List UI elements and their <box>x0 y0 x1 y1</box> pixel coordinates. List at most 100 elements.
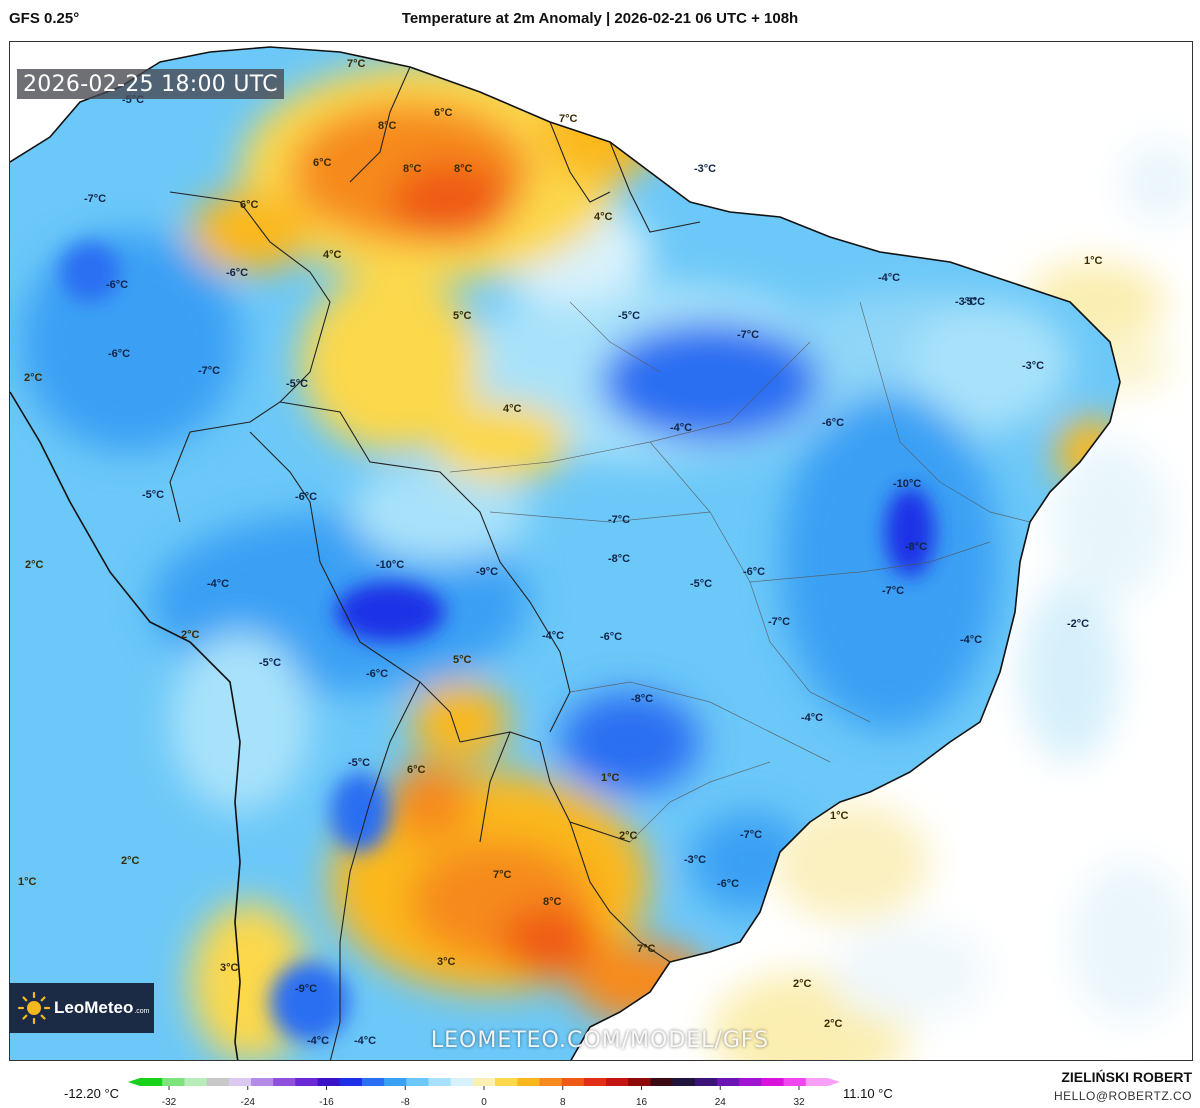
temperature-label: 1°C <box>601 772 620 784</box>
temperature-label: -4°C <box>542 630 564 642</box>
temperature-label: -7°C <box>608 514 630 526</box>
temperature-label: -4°C <box>878 272 900 284</box>
colorbar-segment <box>162 1078 185 1086</box>
colorbar-segment <box>384 1078 407 1086</box>
temperature-label: 5°C <box>453 310 472 322</box>
temperature-label: 8°C <box>403 163 422 175</box>
map-title: Temperature at 2m Anomaly | 2026-02-21 0… <box>401 10 799 27</box>
temperature-label: -3°C <box>955 296 977 308</box>
temperature-label: -6°C <box>108 348 130 360</box>
colorbar-segment <box>694 1078 718 1086</box>
colorbar-segment <box>472 1078 496 1086</box>
temperature-label: -9°C <box>295 983 317 995</box>
colorbar-segment <box>250 1078 274 1086</box>
temperature-label: -3°C <box>1022 360 1044 372</box>
temperature-label: 4°C <box>323 249 342 261</box>
colorbar-segment <box>495 1078 518 1086</box>
colorbar-tick-label: 16 <box>636 1097 648 1108</box>
temperature-label: 6°C <box>313 157 332 169</box>
temperature-label: 7°C <box>559 113 578 125</box>
temperature-label: 7°C <box>347 58 366 70</box>
colorbar-segment <box>517 1078 540 1086</box>
temperature-label: 3°C <box>220 962 239 974</box>
colorbar-tick-label: 32 <box>793 1097 805 1108</box>
colorbar-segment <box>184 1078 208 1086</box>
colorbar-tick-label: -8 <box>401 1097 410 1108</box>
temperature-label: 6°C <box>407 764 426 776</box>
temperature-label: 4°C <box>594 211 613 223</box>
temperature-label: -10°C <box>376 559 404 571</box>
temperature-label: -8°C <box>905 541 927 553</box>
temperature-label: 8°C <box>543 896 562 908</box>
anomaly-map: 7°C -5°C 8°C 6°C 7°C 6°C 8°C 8°C -3°C 6°C -7°C 4°C -… <box>9 41 1193 1061</box>
temperature-label: 7°C <box>493 869 512 881</box>
colorbar-min-arrow <box>128 1078 140 1086</box>
author-name: ZIELIŃSKI ROBERT <box>1061 1069 1192 1085</box>
temperature-label: -6°C <box>600 631 622 643</box>
colorbar-segment <box>606 1078 629 1086</box>
colorbar-segment <box>295 1078 319 1086</box>
colorbar-max-arrow <box>828 1078 840 1086</box>
temperature-label: -5°C <box>618 310 640 322</box>
colorbar-segment <box>428 1078 452 1086</box>
temperature-label: 8°C <box>454 163 473 175</box>
colorbar-segment <box>361 1078 385 1086</box>
temperature-label: 6°C <box>240 199 259 211</box>
colorbar-segment <box>339 1078 363 1086</box>
temperature-label: -4°C <box>670 422 692 434</box>
country-borders <box>169 66 701 1060</box>
temperature-label: -4°C <box>354 1035 376 1047</box>
colorbar-segment <box>273 1078 296 1086</box>
temperature-label: -7°C <box>198 365 220 377</box>
colorbar: -32 -24 -16 -8 0 8 16 24 32 <box>128 1078 840 1108</box>
state-borders <box>449 301 1031 843</box>
temperature-label: -5°C <box>690 578 712 590</box>
temperature-label: -6°C <box>106 279 128 291</box>
colorbar-segment <box>805 1078 829 1086</box>
temperature-label: -7°C <box>740 829 762 841</box>
coastline <box>10 46 1121 1060</box>
temperature-label: 2°C <box>24 372 43 384</box>
model-name: GFS 0.25° <box>9 10 80 27</box>
sun-icon <box>17 991 51 1025</box>
temperature-label: -8°C <box>608 553 630 565</box>
colorbar-min-label: -12.20 °C <box>64 1086 120 1101</box>
temperature-label: 8°C <box>378 120 397 132</box>
author-email[interactable]: HELLO@ROBERTZ.CO <box>1054 1089 1192 1103</box>
colorbar-segment <box>317 1078 341 1086</box>
temperature-label: -5°C <box>259 657 281 669</box>
temperature-label: -4°C <box>207 578 229 590</box>
colorbar-segment <box>406 1078 430 1086</box>
colorbar-tick-label: -16 <box>319 1097 334 1108</box>
temperature-label: -10°C <box>893 478 921 490</box>
colorbar-tick-label: 24 <box>715 1097 727 1108</box>
colorbar-segment <box>783 1078 807 1086</box>
temperature-label: -6°C <box>295 491 317 503</box>
temperature-label: -4°C <box>307 1035 329 1047</box>
leometeo-logo[interactable]: LeoMeteo .com <box>9 983 154 1033</box>
temperature-label: 1°C <box>830 810 849 822</box>
colorbar-tick-label: -24 <box>241 1097 256 1108</box>
temperature-label: -5°C <box>348 757 370 769</box>
temperature-label: 1°C <box>1084 255 1103 267</box>
colorbar-segment <box>539 1078 563 1086</box>
temperature-label: 5°C <box>453 654 472 666</box>
colorbar-max-label: 11.10 °C <box>843 1086 893 1101</box>
colorbar-tick-label: 0 <box>481 1097 487 1108</box>
colorbar-segment <box>228 1078 252 1086</box>
temperature-label: 3°C <box>437 956 456 968</box>
temperature-label: -7°C <box>84 193 106 205</box>
colorbar-segment <box>628 1078 651 1086</box>
temperature-label: 1°C <box>18 876 37 888</box>
temperature-label: -6°C <box>822 417 844 429</box>
temperature-label: -6°C <box>717 878 739 890</box>
temperature-label: -8°C <box>631 693 653 705</box>
valid-time-badge: 2026-02-25 18:00 UTC <box>17 69 284 99</box>
temperature-label: 2°C <box>25 559 44 571</box>
temperature-label: -3°C <box>684 854 706 866</box>
temperature-label: 2°C <box>121 855 140 867</box>
temperature-label: -5°C <box>286 378 308 390</box>
temperature-label: 4°C <box>503 403 522 415</box>
colorbar-segment <box>739 1078 762 1086</box>
colorbar-segment <box>561 1078 585 1086</box>
